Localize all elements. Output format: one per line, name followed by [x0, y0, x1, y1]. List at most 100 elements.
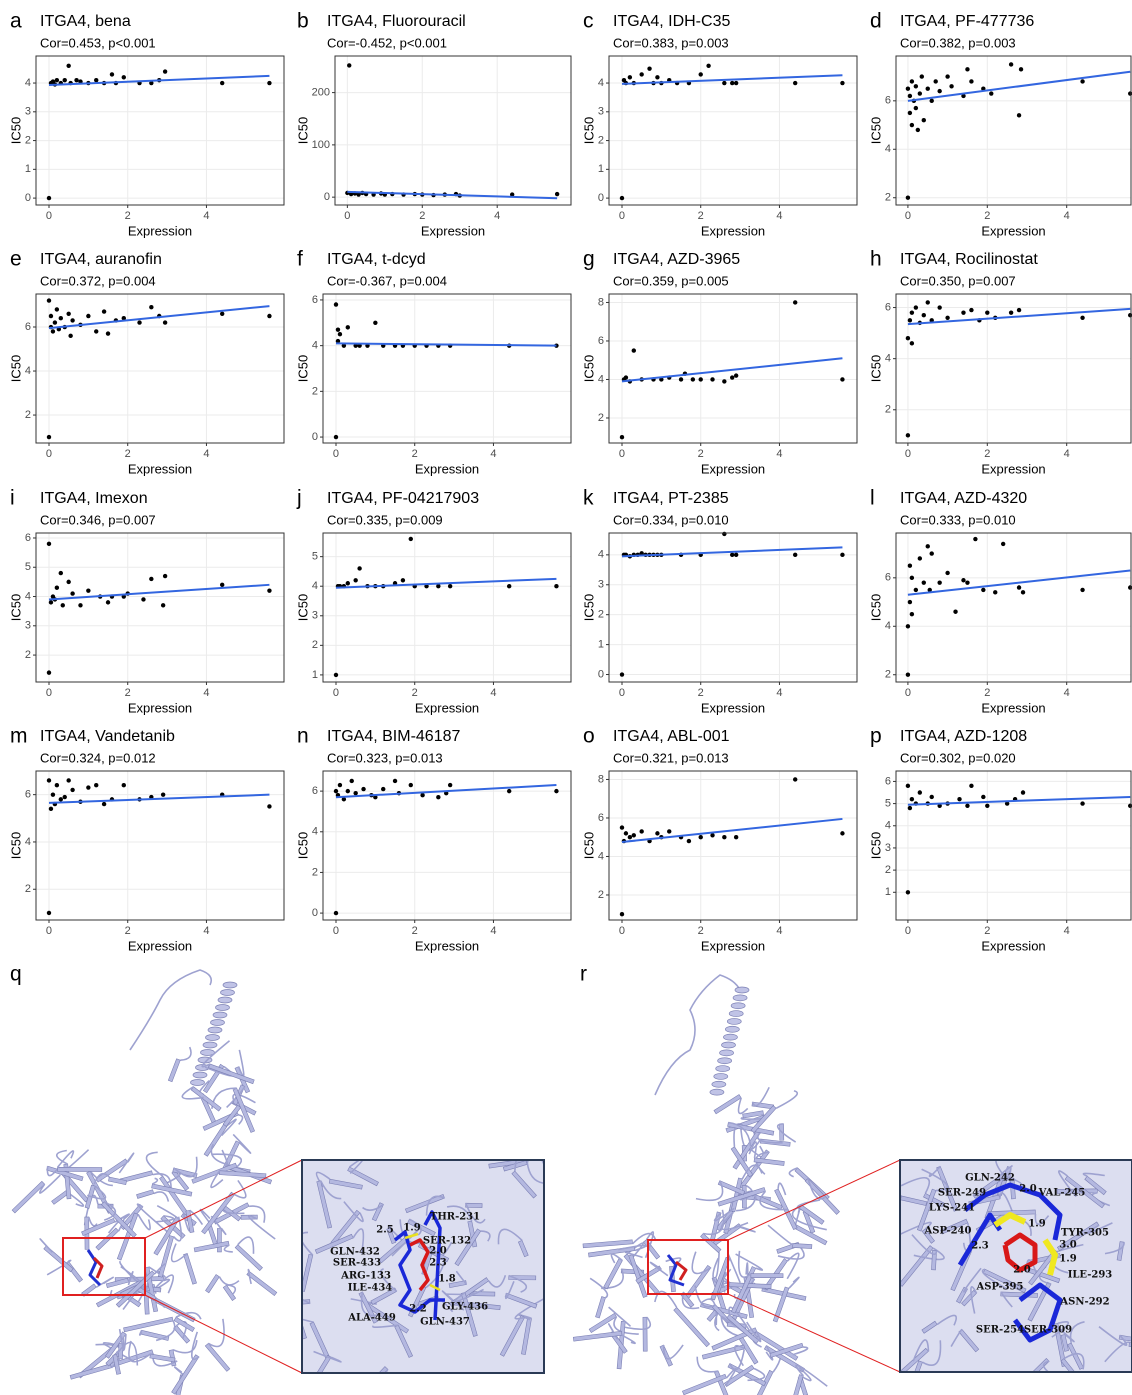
data-point [679, 377, 683, 381]
y-tick-label: 5 [885, 798, 891, 810]
x-tick-label: 0 [619, 925, 625, 937]
data-point [436, 795, 440, 799]
data-point [908, 806, 912, 810]
residue-label: LYS-241 [929, 1203, 975, 1214]
data-point [922, 313, 926, 317]
residue-label: 2.3 [429, 1258, 446, 1269]
scatter-panel: lITGA4, AZD-4320Cor=0.333, p=0.010024246… [868, 487, 1132, 716]
y-tick-label: 2 [25, 883, 31, 895]
data-point [47, 435, 51, 439]
coil [152, 1178, 157, 1184]
data-point [336, 327, 340, 331]
helix-turn [722, 1042, 736, 1048]
y-tick-label: 6 [885, 301, 891, 313]
panel-label: g [583, 248, 595, 271]
data-point [840, 377, 844, 381]
x-tick-label: 4 [490, 925, 496, 937]
beta-strand [160, 1176, 190, 1217]
data-point [655, 831, 659, 835]
coil [697, 1357, 718, 1372]
panel-label: l [870, 487, 875, 510]
helix-turn [731, 1003, 745, 1009]
data-point [70, 788, 74, 792]
x-tick-label: 0 [905, 687, 911, 699]
y-tick-label: 200 [312, 87, 330, 99]
data-point [70, 318, 74, 322]
data-point [86, 314, 90, 318]
stick [676, 1262, 686, 1280]
data-point [908, 564, 912, 568]
data-point [220, 583, 224, 587]
coil [776, 1091, 797, 1108]
data-point [63, 78, 67, 82]
docking-panel: rGLN-242SER-2492.0VAL-245LYS-2411.9ASP-2… [573, 963, 1132, 1395]
helix-turn [203, 1042, 217, 1048]
data-point [393, 779, 397, 783]
y-axis-label: IC50 [868, 832, 883, 859]
data-point [734, 81, 738, 85]
data-point [918, 556, 922, 560]
x-axis-label: Expression [128, 938, 192, 953]
data-point [267, 588, 271, 592]
y-tick-label: 2 [25, 649, 31, 661]
x-tick-label: 4 [1064, 448, 1070, 460]
coil [89, 1217, 97, 1226]
beta-strand [183, 1253, 196, 1284]
y-tick-label: 4 [312, 340, 318, 352]
data-point [1017, 113, 1021, 117]
data-point [722, 835, 726, 839]
data-point [161, 792, 165, 796]
plot-background [609, 771, 857, 920]
x-axis-label: Expression [981, 461, 1045, 476]
y-axis-label: IC50 [868, 594, 883, 621]
beta-strand [799, 1205, 824, 1224]
panel-label: e [10, 248, 22, 271]
beta-strand [96, 1228, 119, 1250]
y-tick-label: 4 [25, 77, 31, 89]
data-point [945, 571, 949, 575]
y-tick-label: 4 [25, 836, 31, 848]
data-point [908, 318, 912, 322]
y-tick-label: 1 [885, 886, 891, 898]
y-tick-label: 1 [598, 639, 604, 651]
data-point [163, 320, 167, 324]
data-point [699, 72, 703, 76]
x-tick-label: 2 [984, 210, 990, 222]
scatter-panel: mITGA4, VandetanibCor=0.324, p=0.0120242… [8, 725, 284, 954]
data-point [220, 312, 224, 316]
chart-subtitle: Cor=0.335, p=0.009 [327, 512, 443, 527]
data-point [1021, 790, 1025, 794]
coil [739, 1098, 748, 1114]
x-tick-label: 0 [905, 925, 911, 937]
chart-title: ITGA4, BIM-46187 [327, 728, 460, 745]
y-tick-label: 4 [598, 850, 604, 862]
chart-subtitle: Cor=0.359, p=0.005 [613, 273, 729, 288]
data-point [933, 79, 937, 83]
coil [138, 1214, 150, 1229]
chart-subtitle: Cor=0.453, p<0.001 [40, 35, 156, 50]
data-point [910, 576, 914, 580]
x-tick-label: 0 [619, 448, 625, 460]
helix-turn [208, 1027, 222, 1033]
x-axis-label: Expression [415, 938, 479, 953]
x-tick-label: 4 [776, 687, 782, 699]
x-tick-label: 4 [203, 925, 209, 937]
scatter-panel: oITGA4, ABL-001Cor=0.321, p=0.0130242468… [581, 725, 857, 954]
data-point [706, 64, 710, 68]
y-tick-label: 0 [324, 191, 330, 203]
coil [716, 1252, 719, 1277]
data-point [381, 787, 385, 791]
data-point [122, 783, 126, 787]
y-tick-label: 2 [885, 864, 891, 876]
data-point [66, 64, 70, 68]
data-point [334, 435, 338, 439]
chart-title: ITGA4, t-dcyd [327, 251, 426, 268]
y-axis-label: IC50 [868, 117, 883, 144]
data-point [906, 784, 910, 788]
data-point [110, 72, 114, 76]
residue-label: GLY-436 [442, 1302, 488, 1313]
y-axis-label: IC50 [581, 832, 596, 859]
data-point [969, 308, 973, 312]
beta-strand [205, 1343, 230, 1371]
